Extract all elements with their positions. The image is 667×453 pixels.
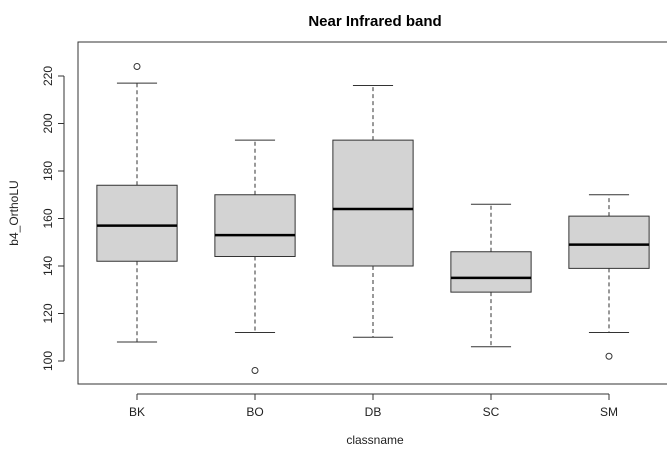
boxes [96,63,650,374]
y-tick-label: 160 [41,208,55,228]
y-tick-label: 120 [41,303,55,323]
box-db [332,85,414,338]
y-tick-label: 200 [41,113,55,133]
outlier-point [133,63,141,70]
iqr-box [96,184,178,262]
box-sm [568,194,650,360]
x-tick-label: SM [600,405,618,419]
x-axis: BK BO DB SC SM [129,393,618,419]
iqr-box [332,139,414,267]
plot-frame [77,41,667,385]
x-tick-label: DB [365,405,382,419]
y-tick-label: 180 [41,161,55,181]
y-tick-label: 100 [41,351,55,371]
iqr-box [568,215,650,269]
y-axis-label: b4_OrthoLU [7,180,21,245]
iqr-box [450,251,532,293]
y-axis: 100 120 140 160 180 200 220 [41,66,65,371]
x-tick-label: SC [483,405,500,419]
box-bk [96,63,178,343]
chart-title: Near Infrared band [308,13,441,30]
x-axis-label: classname [346,433,404,447]
outlier-point [251,367,259,374]
box-bo [214,139,296,374]
x-tick-label: BO [246,405,263,419]
y-tick-label: 220 [41,66,55,86]
outlier-point [605,352,613,360]
box-sc [450,203,532,348]
x-tick-label: BK [129,405,145,419]
iqr-box [214,194,296,257]
y-tick-label: 140 [41,256,55,276]
